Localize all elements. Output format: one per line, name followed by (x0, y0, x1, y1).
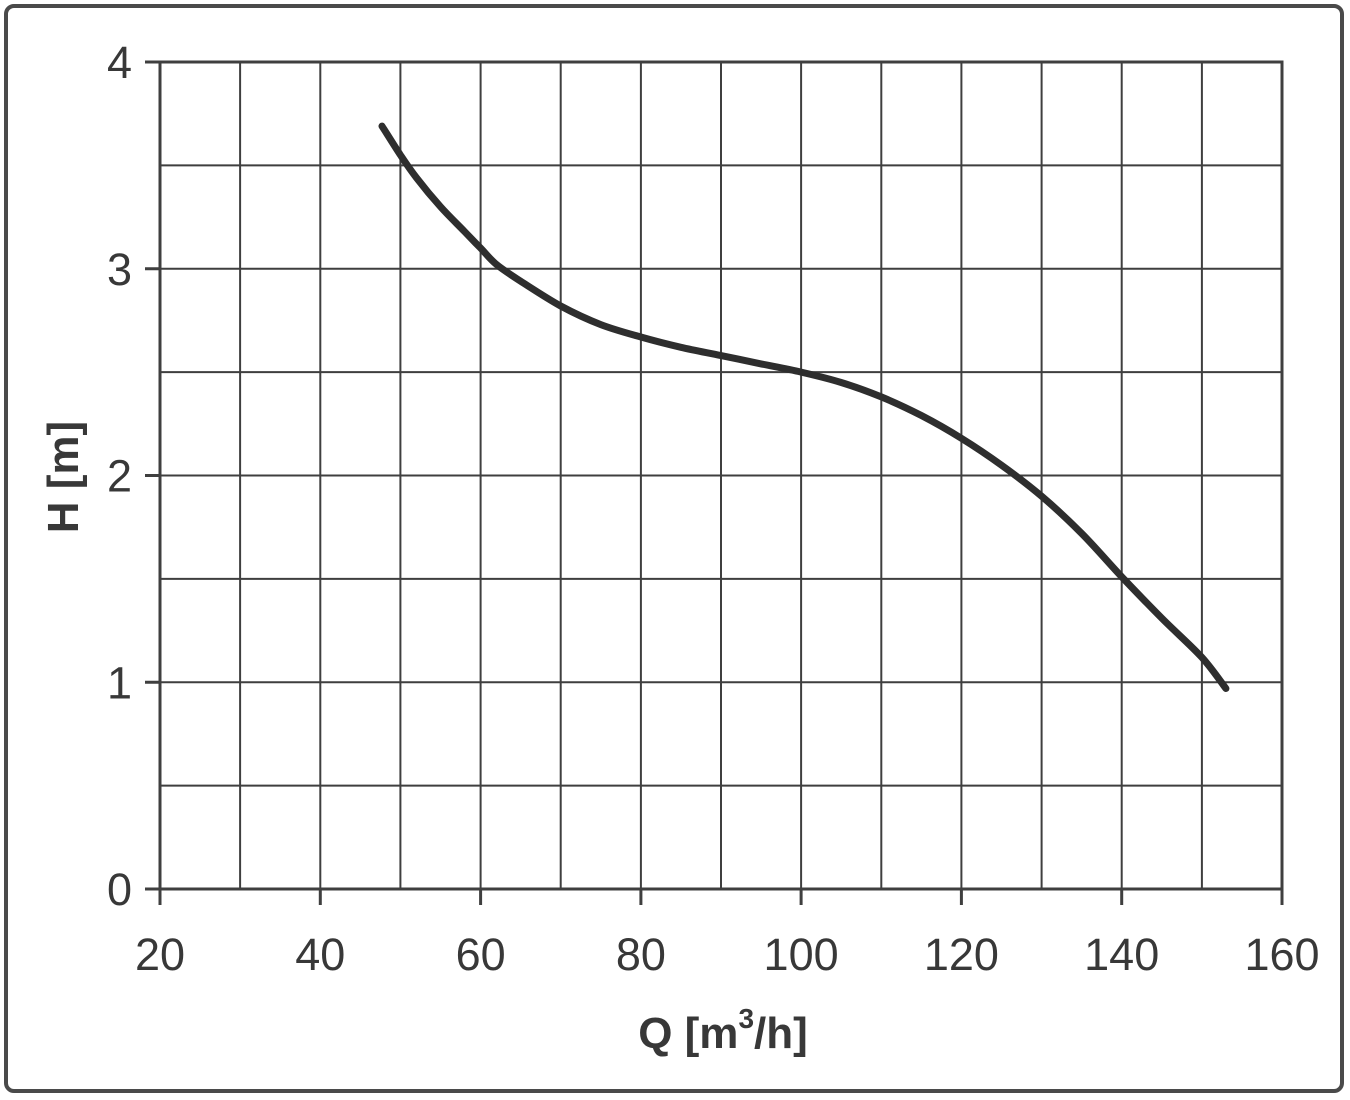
x-tick-label: 120 (924, 929, 999, 980)
x-axis-title: Q [m3/h] (638, 1003, 808, 1058)
grid-lines (159, 61, 1283, 890)
curve-layer (378, 122, 1230, 692)
axis-tick-marks (145, 60, 1284, 905)
x-tick-label: 80 (616, 929, 666, 980)
y-tick-label: 1 (107, 657, 132, 708)
y-tick-label: 4 (107, 37, 132, 88)
y-axis-title: H [m] (39, 421, 88, 533)
y-tick-label: 3 (107, 244, 132, 295)
y-tick-label: 0 (107, 864, 132, 915)
x-tick-label: 60 (456, 929, 506, 980)
x-tick-label: 20 (135, 929, 185, 980)
grid-layer (158, 60, 1284, 891)
x-axis-title-prefix: Q [m (638, 1009, 738, 1058)
x-tick-label: 160 (1244, 929, 1319, 980)
pump-head-curve (378, 122, 1230, 692)
x-tick-label: 100 (764, 929, 839, 980)
tick-layer: 20 40 60 80 100 120 140 160 0 1 2 3 4 (107, 37, 1320, 980)
x-axis-title-superscript: 3 (738, 1003, 754, 1034)
x-tick-label: 40 (295, 929, 345, 980)
y-tick-label: 2 (107, 451, 132, 502)
x-tick-label: 140 (1084, 929, 1159, 980)
x-axis-title-suffix: /h] (754, 1009, 808, 1058)
